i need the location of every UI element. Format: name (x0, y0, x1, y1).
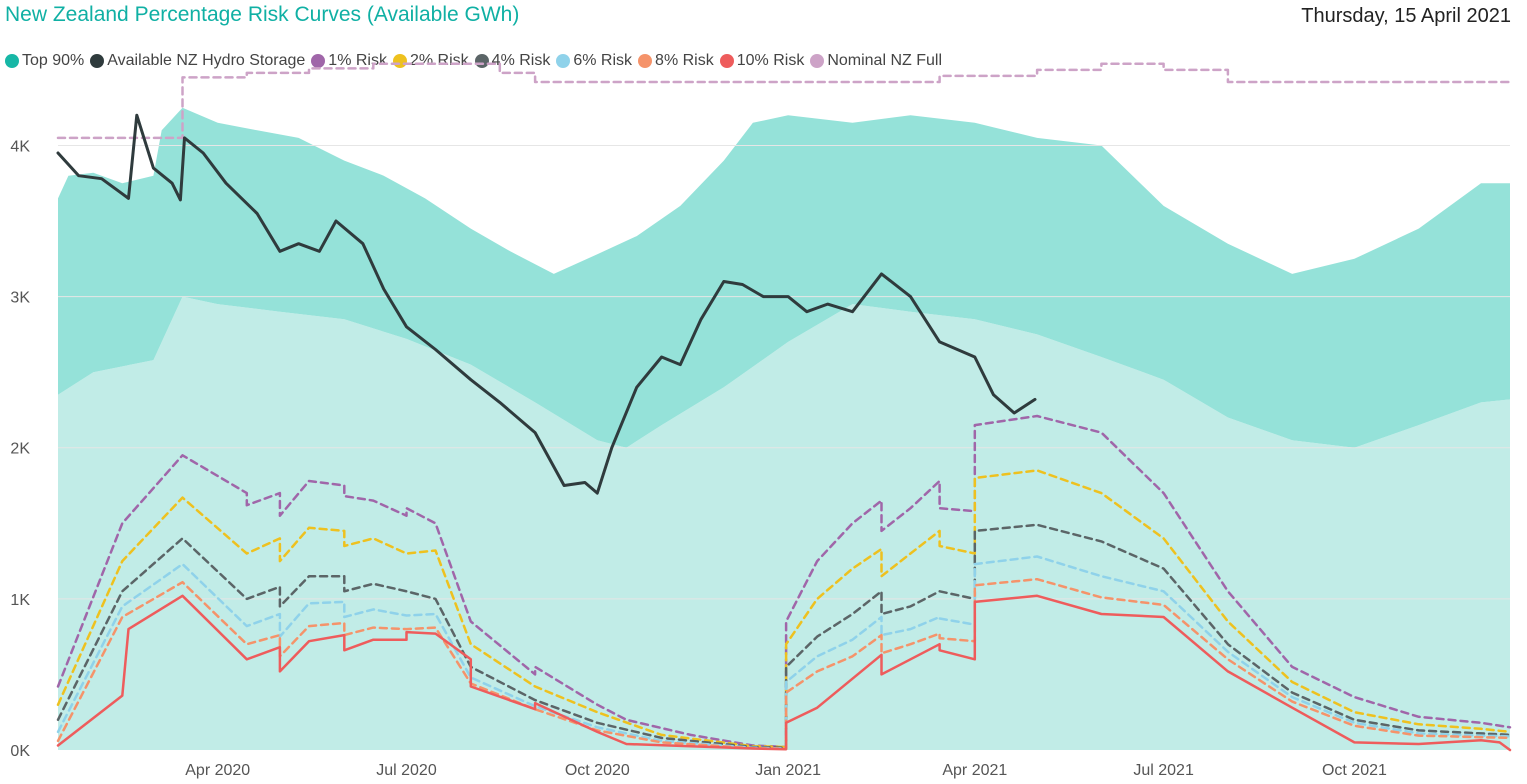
chart-legend: Top 90% Available NZ Hydro Storage 1% Risk… (5, 51, 948, 71)
legend-label: Available NZ Hydro Storage (107, 52, 306, 69)
x-tick-label: Oct 2021 (1322, 762, 1387, 779)
legend-marker-icon (810, 54, 825, 68)
series-10-risk-line (56, 594, 1512, 752)
legend-marker-icon (90, 54, 105, 68)
top-90-band-area (58, 107, 1510, 448)
below-band-area (58, 296, 1510, 750)
legend-marker-icon (5, 54, 19, 68)
legend-label: 8% Risk (655, 52, 714, 69)
legend-item-top-90[interactable]: Top 90% (5, 52, 84, 70)
series-available-nz-hydro-storage-line (56, 113, 1037, 495)
legend-item-8-risk[interactable]: 8% Risk (638, 52, 714, 70)
series-8-risk-line (56, 577, 1512, 751)
legend-label: Nominal NZ Full (827, 52, 942, 69)
x-tick-label: Oct 2020 (565, 762, 630, 779)
legend-item-10-risk[interactable]: 10% Risk (719, 52, 805, 70)
legend-item-available-nz-hydro-storage[interactable]: Available NZ Hydro Storage (90, 52, 305, 70)
y-tick-label: 2K (10, 441, 30, 458)
chart-title: New Zealand Percentage Risk Curves (Avai… (5, 3, 520, 26)
series-6-risk-line (56, 555, 1512, 750)
x-tick-label: Apr 2020 (185, 762, 250, 779)
legend-marker-icon (638, 54, 653, 68)
y-tick-label: 1K (10, 592, 30, 609)
legend-label: 4% Risk (491, 52, 551, 69)
y-tick-label: 0K (10, 743, 30, 760)
x-tick-label: Apr 2021 (942, 762, 1007, 779)
legend-item-6-risk[interactable]: 6% Risk (556, 52, 632, 70)
x-tick-label: Jul 2021 (1133, 762, 1194, 779)
series-2-risk-line (56, 469, 1512, 749)
legend-label: Top 90% (22, 52, 85, 69)
y-tick-label: 3K (10, 290, 30, 307)
legend-marker-icon (311, 54, 326, 68)
legend-label: 10% Risk (736, 52, 805, 69)
report-date: Thursday, 15 April 2021 (1301, 5, 1511, 27)
legend-marker-icon (719, 54, 734, 68)
x-tick-label: Jan 2021 (755, 762, 821, 779)
series-nominal-nz-full-line (56, 62, 1512, 140)
y-tick-label: 4K (10, 138, 30, 155)
legend-label: 6% Risk (573, 52, 633, 69)
x-tick-label: Jul 2020 (376, 762, 437, 779)
legend-item-nominal-nz-full[interactable]: Nominal NZ Full (810, 52, 942, 70)
legend-marker-icon (556, 54, 571, 68)
